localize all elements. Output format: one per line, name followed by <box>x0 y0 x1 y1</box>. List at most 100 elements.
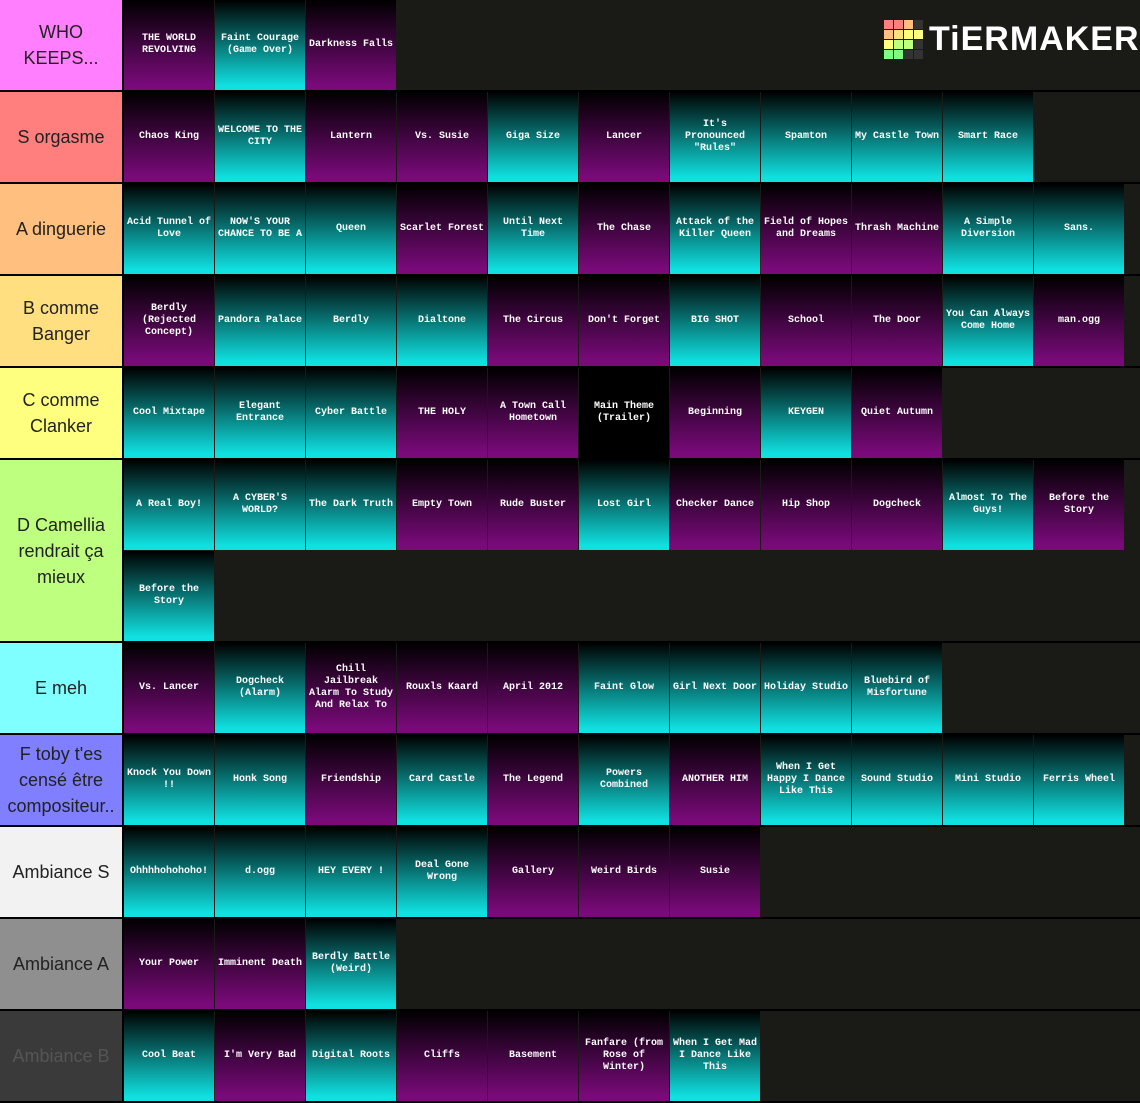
tier-item[interactable]: When I Get Mad I Dance Like This <box>670 1011 760 1101</box>
tier-item[interactable]: Before the Story <box>1034 460 1124 550</box>
tier-item[interactable]: Elegant Entrance <box>215 368 305 458</box>
tier-item[interactable]: Don't Forget <box>579 276 669 366</box>
tier-item[interactable]: Spamton <box>761 92 851 182</box>
tier-label: Ambiance B <box>0 1011 122 1101</box>
tier-item[interactable]: The Circus <box>488 276 578 366</box>
tier-item[interactable]: Cyber Battle <box>306 368 396 458</box>
tier-item[interactable]: The Door <box>852 276 942 366</box>
tier-item[interactable]: Gallery <box>488 827 578 917</box>
tier-item[interactable]: Hip Shop <box>761 460 851 550</box>
tier-item[interactable]: Field of Hopes and Dreams <box>761 184 851 274</box>
tier-item[interactable]: Ohhhhohohoho! <box>124 827 214 917</box>
tier-item[interactable]: A Town Call Hometown <box>488 368 578 458</box>
tier-item[interactable]: Cliffs <box>397 1011 487 1101</box>
tier-item[interactable]: Lost Girl <box>579 460 669 550</box>
tier-item[interactable]: HEY EVERY ! <box>306 827 396 917</box>
tier-item[interactable]: Cool Beat <box>124 1011 214 1101</box>
tier-items: Chaos King WELCOME TO THE CITY Lantern Vs. … <box>124 92 1140 182</box>
tier-item[interactable]: Mini Studio <box>943 735 1033 825</box>
tier-item[interactable]: Dogcheck (Alarm) <box>215 643 305 733</box>
tier-item[interactable]: NOW'S YOUR CHANCE TO BE A <box>215 184 305 274</box>
tier-item[interactable]: Dogcheck <box>852 460 942 550</box>
tier-item[interactable]: Giga Size <box>488 92 578 182</box>
tier-item[interactable]: Darkness Falls <box>306 0 396 90</box>
tier-item[interactable]: Imminent Death <box>215 919 305 1009</box>
tier-item[interactable]: Card Castle <box>397 735 487 825</box>
tier-item[interactable]: A Simple Diversion <box>943 184 1033 274</box>
tier-item[interactable]: Berdly <box>306 276 396 366</box>
tier-item[interactable]: Acid Tunnel of Love <box>124 184 214 274</box>
tier-item[interactable]: Pandora Palace <box>215 276 305 366</box>
tier-item[interactable]: Almost To The Guys! <box>943 460 1033 550</box>
tier-item[interactable]: Smart Race <box>943 92 1033 182</box>
tier-item[interactable]: You Can Always Come Home <box>943 276 1033 366</box>
tier-item[interactable]: WELCOME TO THE CITY <box>215 92 305 182</box>
tier-item[interactable]: Queen <box>306 184 396 274</box>
tier-item[interactable]: Main Theme (Trailer) <box>579 368 669 458</box>
tier-item[interactable]: Knock You Down !! <box>124 735 214 825</box>
tier-item[interactable]: Girl Next Door <box>670 643 760 733</box>
tier-item[interactable]: Empty Town <box>397 460 487 550</box>
tier-item[interactable]: Powers Combined <box>579 735 669 825</box>
tier-item[interactable]: Cool Mixtape <box>124 368 214 458</box>
tier-item[interactable]: Lancer <box>579 92 669 182</box>
tier-item[interactable]: Thrash Machine <box>852 184 942 274</box>
tier-item[interactable]: Honk Song <box>215 735 305 825</box>
tier-items: Ohhhhohohoho! d.ogg HEY EVERY ! Deal Gone W… <box>124 827 1140 917</box>
tier-item[interactable]: man.ogg <box>1034 276 1124 366</box>
tier-item[interactable]: Until Next Time <box>488 184 578 274</box>
tier-item[interactable]: When I Get Happy I Dance Like This <box>761 735 851 825</box>
tier-item[interactable]: Faint Courage (Game Over) <box>215 0 305 90</box>
tier-item[interactable]: Attack of the Killer Queen <box>670 184 760 274</box>
tier-item[interactable]: A CYBER'S WORLD? <box>215 460 305 550</box>
tier-item[interactable]: Bluebird of Misfortune <box>852 643 942 733</box>
tier-item[interactable]: Vs. Lancer <box>124 643 214 733</box>
tier-item[interactable]: Deal Gone Wrong <box>397 827 487 917</box>
tier-item[interactable]: Fanfare (from Rose of Winter) <box>579 1011 669 1101</box>
tier-item[interactable]: Checker Dance <box>670 460 760 550</box>
tier-item[interactable]: KEYGEN <box>761 368 851 458</box>
tier-item[interactable]: Sans. <box>1034 184 1124 274</box>
tier-item[interactable]: Beginning <box>670 368 760 458</box>
tier-item[interactable]: Rouxls Kaard <box>397 643 487 733</box>
tier-item[interactable]: It's Pronounced "Rules" <box>670 92 760 182</box>
tier-item[interactable]: ANOTHER HIM <box>670 735 760 825</box>
tier-item[interactable]: The Chase <box>579 184 669 274</box>
tier-item[interactable]: Faint Glow <box>579 643 669 733</box>
tier-item[interactable]: Digital Roots <box>306 1011 396 1101</box>
tier-item[interactable]: Ferris Wheel <box>1034 735 1124 825</box>
tier-item[interactable]: Basement <box>488 1011 578 1101</box>
tier-item[interactable]: Berdly Battle (Weird) <box>306 919 396 1009</box>
tier-item[interactable]: d.ogg <box>215 827 305 917</box>
tier-item[interactable]: Your Power <box>124 919 214 1009</box>
tier-item[interactable]: School <box>761 276 851 366</box>
tier-item[interactable]: Holiday Studio <box>761 643 851 733</box>
tier-item[interactable]: THE WORLD REVOLVING <box>124 0 214 90</box>
tier-item[interactable]: I'm Very Bad <box>215 1011 305 1101</box>
tier-item[interactable]: Vs. Susie <box>397 92 487 182</box>
tier-item[interactable]: Sound Studio <box>852 735 942 825</box>
tier-item[interactable]: April 2012 <box>488 643 578 733</box>
tier-item[interactable]: Rude Buster <box>488 460 578 550</box>
tier-item[interactable]: Quiet Autumn <box>852 368 942 458</box>
tier-item[interactable]: My Castle Town <box>852 92 942 182</box>
tier-item[interactable]: Chill Jailbreak Alarm To Study And Relax… <box>306 643 396 733</box>
tier-item[interactable]: Weird Birds <box>579 827 669 917</box>
tier-item[interactable]: Dialtone <box>397 276 487 366</box>
tier-item[interactable]: THE HOLY <box>397 368 487 458</box>
tier-row: F toby t'es censé être compositeur.. Knoc… <box>0 735 1140 827</box>
tier-item[interactable]: Berdly (Rejected Concept) <box>124 276 214 366</box>
tier-item[interactable]: Before the Story <box>124 551 214 641</box>
tier-item[interactable]: BIG SHOT <box>670 276 760 366</box>
tier-item[interactable]: A Real Boy! <box>124 460 214 550</box>
tier-item[interactable]: The Dark Truth <box>306 460 396 550</box>
logo-text: TiERMAKER <box>929 20 1140 58</box>
tier-row: S orgasme Chaos King WELCOME TO THE CITY La… <box>0 92 1140 184</box>
tier-item[interactable]: The Legend <box>488 735 578 825</box>
tier-item[interactable]: Chaos King <box>124 92 214 182</box>
tier-item[interactable]: Lantern <box>306 92 396 182</box>
tier-item[interactable]: Friendship <box>306 735 396 825</box>
tier-item[interactable]: Susie <box>670 827 760 917</box>
tier-item[interactable]: Scarlet Forest <box>397 184 487 274</box>
